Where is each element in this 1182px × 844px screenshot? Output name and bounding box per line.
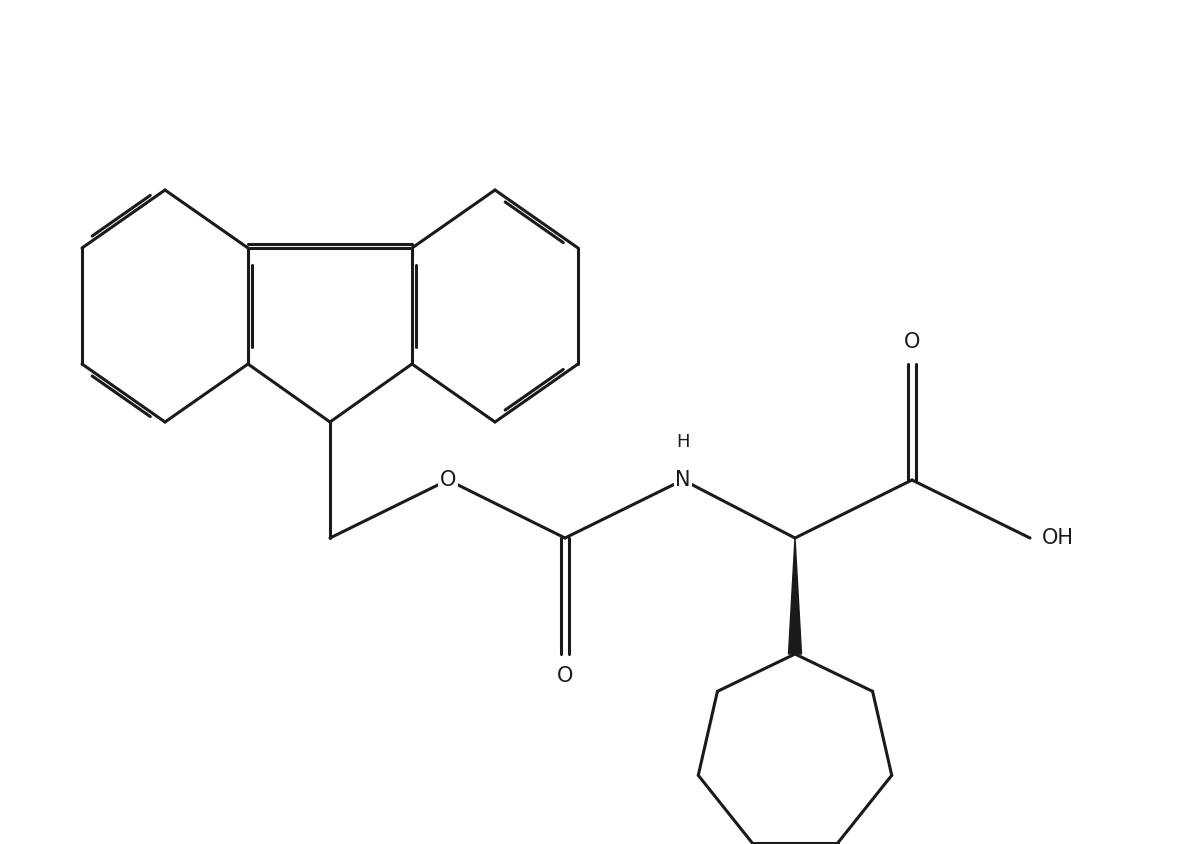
- Text: O: O: [557, 666, 573, 686]
- Polygon shape: [788, 538, 801, 654]
- Text: O: O: [904, 332, 921, 352]
- Text: N: N: [675, 470, 690, 490]
- Text: O: O: [440, 470, 456, 490]
- Text: H: H: [676, 433, 690, 451]
- Text: OH: OH: [1043, 528, 1074, 548]
